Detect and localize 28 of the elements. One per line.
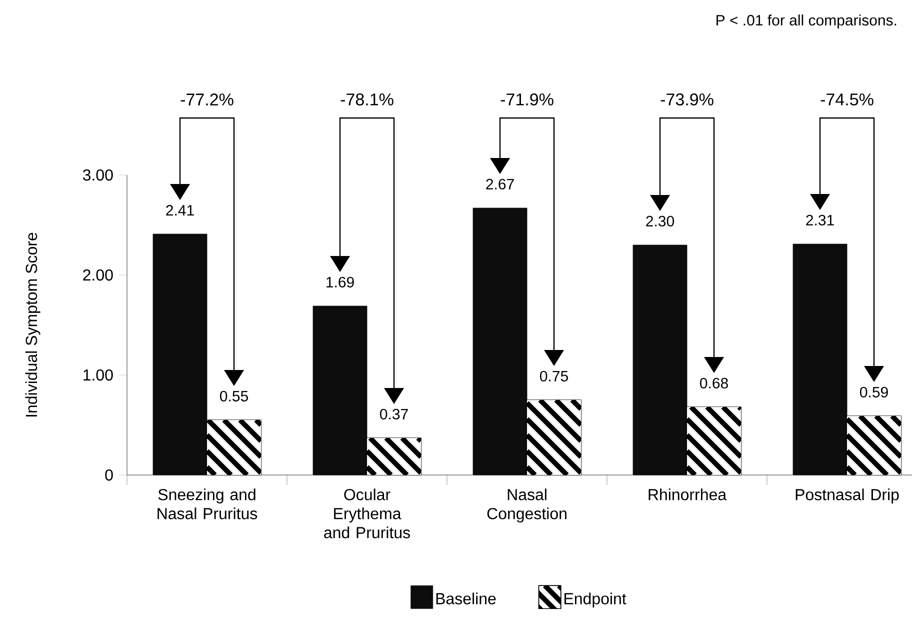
y-tick-label: 0 — [105, 469, 113, 481]
x-tick-label: Sneezing and Nasal Pruritus — [158, 488, 258, 520]
data-label: 0.75 — [540, 370, 568, 382]
legend-label: Endpoint — [564, 592, 626, 608]
text: -71.9% — [500, 93, 554, 106]
data-label: 0.68 — [700, 378, 728, 388]
text: -73.9% — [660, 93, 714, 106]
data-label: 0.55 — [220, 390, 248, 402]
data-label: 2.41 — [166, 205, 194, 216]
text: -74.5% — [820, 94, 874, 106]
y-axis-title: Individual Symptom Score — [25, 232, 40, 416]
data-label: 1.69 — [326, 276, 354, 288]
data-label: 2.67 — [486, 178, 514, 190]
x-tick-label: Rhinorrhea — [648, 488, 727, 500]
data-label: 2.30 — [646, 216, 674, 226]
text: P < .01 for all comparisons. — [716, 14, 896, 28]
x-tick-label: Nasal Congestion — [487, 488, 566, 522]
y-tick-label: 2.00 — [83, 269, 113, 281]
text: -77.2% — [180, 93, 234, 106]
data-label: 0.37 — [380, 408, 408, 420]
y-tick-label: 3.00 — [82, 169, 113, 181]
y-tick-label: 1.00 — [84, 369, 113, 381]
data-label: 0.59 — [860, 386, 888, 398]
text: -78.1% — [340, 93, 394, 106]
x-tick-label: Postnasal Drip — [796, 488, 899, 504]
data-label: 2.31 — [806, 214, 834, 226]
legend-label: Baseline — [436, 592, 496, 604]
x-tick-label: Ocular Erythema and Pruritus — [324, 488, 410, 538]
